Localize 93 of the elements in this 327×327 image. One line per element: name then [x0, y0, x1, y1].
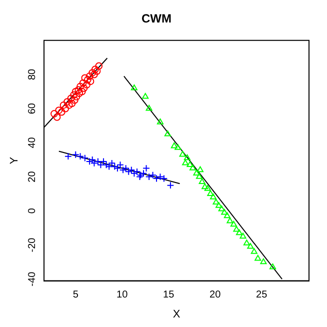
point	[70, 96, 78, 104]
point	[236, 229, 243, 236]
point	[184, 154, 190, 160]
point	[58, 108, 66, 116]
point	[130, 84, 138, 90]
point	[243, 240, 250, 246]
point	[149, 171, 156, 179]
point	[88, 69, 96, 76]
point	[196, 173, 203, 179]
point	[254, 254, 262, 261]
point	[193, 170, 200, 176]
y-tick-label: -20	[26, 237, 38, 252]
point	[207, 190, 214, 196]
point	[212, 198, 220, 204]
point	[76, 82, 84, 90]
point	[76, 90, 84, 97]
point	[247, 243, 254, 249]
point	[250, 248, 258, 254]
point	[186, 161, 194, 167]
point	[204, 185, 211, 191]
point	[146, 104, 152, 111]
point	[174, 144, 182, 150]
y-tick-label: 60	[26, 102, 38, 114]
point	[65, 101, 73, 109]
x-tick-label: 15	[163, 290, 175, 301]
y-tick-label: 20	[26, 170, 38, 182]
point	[80, 84, 88, 92]
point	[160, 174, 168, 182]
point	[190, 164, 196, 170]
point	[81, 74, 89, 82]
point	[64, 152, 72, 160]
point	[179, 150, 186, 157]
x-tick-label: 10	[116, 290, 128, 301]
point	[269, 263, 276, 270]
point	[62, 104, 70, 112]
point	[182, 159, 189, 166]
point	[50, 110, 58, 118]
point	[72, 92, 80, 100]
point	[93, 67, 101, 75]
point	[70, 91, 78, 99]
point	[226, 217, 234, 224]
y-axis-title: Y	[8, 156, 21, 164]
point	[198, 178, 206, 184]
point	[142, 92, 149, 99]
point	[110, 162, 118, 170]
point	[55, 106, 63, 114]
point	[68, 100, 76, 108]
chart-title: CWM	[142, 12, 172, 26]
point	[170, 142, 178, 148]
point	[91, 66, 99, 74]
y-tick-label: 40	[26, 136, 38, 148]
point	[202, 183, 208, 190]
point	[156, 118, 164, 124]
point	[84, 76, 92, 84]
point	[156, 173, 164, 180]
point	[260, 258, 267, 264]
point	[67, 94, 75, 102]
point	[218, 205, 225, 212]
point	[216, 202, 222, 208]
y-tick-label: 0	[26, 208, 38, 214]
point	[97, 161, 104, 169]
point	[102, 161, 110, 169]
x-axis-title: X	[172, 308, 181, 320]
point	[95, 62, 103, 70]
x-tick-label: 20	[210, 290, 222, 301]
point	[164, 130, 171, 136]
point	[230, 220, 237, 227]
x-tick-label: 5	[72, 290, 79, 301]
point	[240, 232, 246, 239]
point	[86, 78, 94, 86]
point	[60, 101, 68, 109]
point	[210, 194, 216, 200]
point	[74, 86, 82, 94]
x-tick-label: 25	[256, 290, 268, 301]
point	[221, 208, 228, 215]
y-tick-label: 80	[26, 68, 38, 80]
point	[152, 174, 160, 182]
point	[90, 70, 98, 78]
point	[196, 166, 204, 172]
point	[64, 98, 71, 106]
point	[142, 164, 150, 172]
point	[78, 88, 86, 96]
point	[53, 113, 61, 121]
point	[72, 88, 80, 96]
point	[86, 72, 94, 80]
point	[166, 182, 174, 190]
point	[108, 159, 116, 167]
point	[79, 79, 87, 87]
point	[224, 212, 230, 218]
point	[105, 162, 113, 170]
point	[83, 81, 90, 88]
y-tick-label: -40	[26, 271, 38, 286]
point	[233, 226, 240, 232]
